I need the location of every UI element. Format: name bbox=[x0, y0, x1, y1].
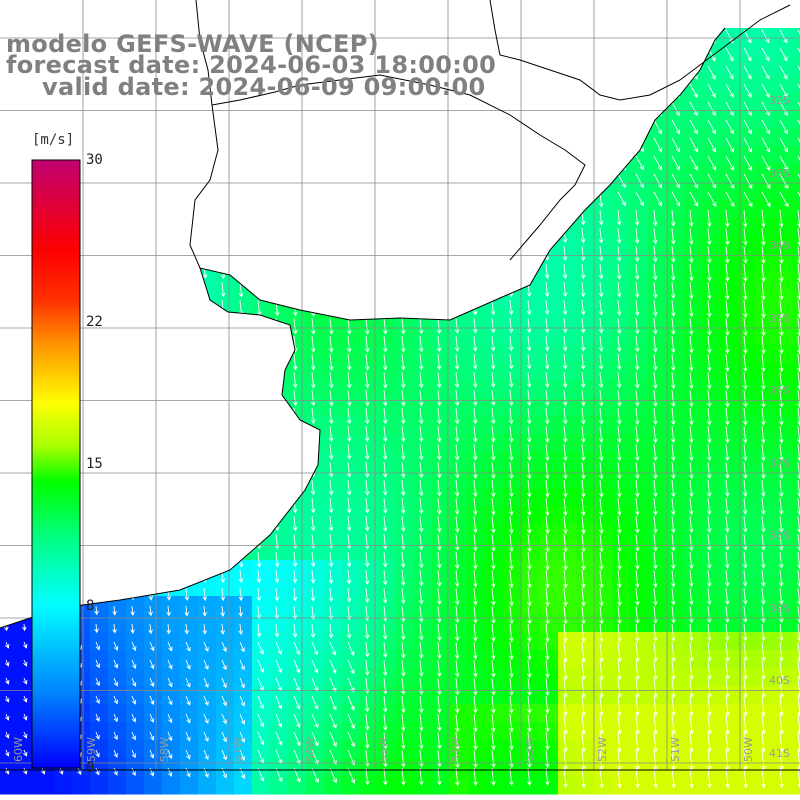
latitude-label: 39S bbox=[769, 601, 790, 615]
colorbar-tick-label: 30 bbox=[86, 152, 103, 168]
model-title: modelo GEFS-WAVE (NCEP) bbox=[6, 30, 379, 58]
latitude-label: 41S bbox=[769, 746, 790, 760]
valid-date: valid date: 2024-06-09 09:00:00 bbox=[42, 73, 486, 101]
lat-lon-grid bbox=[0, 0, 800, 771]
colorbar-unit: [m/s] bbox=[32, 132, 75, 148]
colorbar-tick-label: 22 bbox=[86, 314, 103, 331]
longitude-label: 51W bbox=[669, 737, 682, 762]
longitude-label: 58W bbox=[158, 737, 171, 762]
colorbar-tick-label: 0 bbox=[86, 760, 95, 776]
latitude-label: 38S bbox=[769, 529, 790, 542]
latitude-label: 32S bbox=[769, 94, 790, 107]
longitude-label: 60W bbox=[12, 737, 25, 762]
longitude-label: 54W bbox=[450, 737, 463, 762]
longitude-label: 53W bbox=[523, 737, 536, 762]
colorbar-tick-label: 8 bbox=[86, 597, 95, 614]
latitude-label: 35S bbox=[769, 311, 790, 325]
longitude-label: 50W bbox=[742, 737, 755, 762]
latitude-label: 33S bbox=[769, 166, 790, 180]
longitude-label: 59W bbox=[85, 737, 98, 762]
latitude-label: 40S bbox=[769, 674, 790, 687]
latitude-label: 36S bbox=[769, 384, 790, 397]
colorbar-tick-label: 15 bbox=[86, 456, 103, 472]
longitude-label: 55W bbox=[377, 737, 390, 762]
latitude-label: 34S bbox=[769, 239, 790, 252]
longitude-label: 57W bbox=[231, 737, 244, 762]
latitude-label: 37S bbox=[769, 456, 790, 470]
coastline bbox=[0, 0, 791, 629]
longitude-label: 52W bbox=[596, 737, 609, 762]
longitude-label: 56W bbox=[304, 737, 317, 762]
forecast-date: forecast date: 2024-06-03 18:00:00 bbox=[6, 51, 497, 79]
